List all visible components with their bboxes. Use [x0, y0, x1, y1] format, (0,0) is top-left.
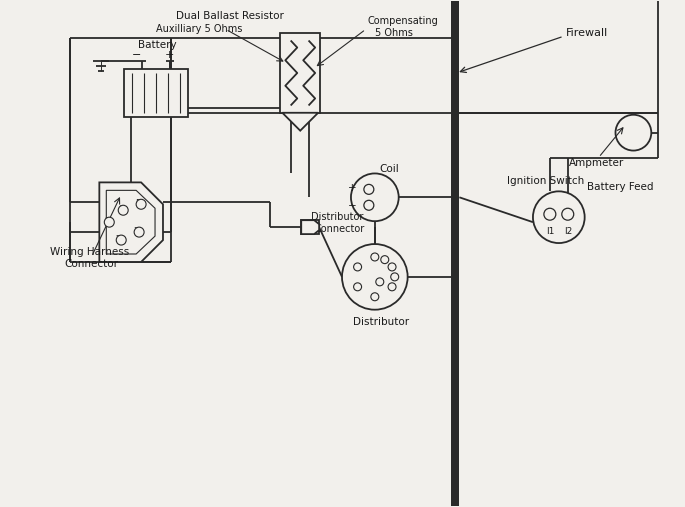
Text: Connector: Connector: [314, 224, 364, 234]
Text: Battery: Battery: [138, 40, 177, 50]
Text: 5 Ohms: 5 Ohms: [375, 28, 412, 38]
Text: Dual Ballast Resistor: Dual Ballast Resistor: [176, 11, 284, 21]
Circle shape: [381, 256, 389, 264]
Text: I1: I1: [546, 227, 554, 236]
Circle shape: [544, 208, 556, 220]
Text: +: +: [348, 184, 357, 193]
Text: Wiring Harness: Wiring Harness: [49, 247, 129, 257]
Circle shape: [376, 278, 384, 286]
Circle shape: [388, 283, 396, 291]
Circle shape: [134, 227, 144, 237]
Bar: [301, 220, 319, 234]
Circle shape: [364, 185, 374, 194]
Text: 5: 5: [136, 199, 140, 208]
Text: 3: 3: [134, 227, 138, 236]
Bar: [280, 33, 320, 113]
Text: +: +: [165, 50, 175, 60]
Text: Battery Feed: Battery Feed: [586, 183, 653, 192]
Text: 1: 1: [104, 216, 109, 226]
Circle shape: [371, 253, 379, 261]
Circle shape: [104, 217, 114, 227]
Text: Connector: Connector: [64, 259, 119, 269]
Text: Ignition Switch: Ignition Switch: [507, 176, 584, 187]
Text: Distributor: Distributor: [353, 317, 409, 327]
Circle shape: [388, 263, 396, 271]
Text: Auxilliary 5 Ohms: Auxilliary 5 Ohms: [156, 24, 242, 34]
Bar: [451, 2, 460, 505]
Text: 2: 2: [116, 235, 121, 243]
Circle shape: [342, 244, 408, 310]
Polygon shape: [301, 220, 319, 234]
Text: −: −: [348, 201, 357, 211]
Circle shape: [616, 115, 651, 151]
Bar: [124, 69, 188, 117]
Circle shape: [533, 191, 585, 243]
Circle shape: [116, 235, 126, 245]
Circle shape: [390, 273, 399, 281]
Text: 4: 4: [118, 205, 123, 214]
Circle shape: [364, 200, 374, 210]
Circle shape: [562, 208, 574, 220]
Text: Coil: Coil: [379, 164, 399, 174]
Circle shape: [119, 205, 128, 215]
Text: I2: I2: [564, 227, 572, 236]
Text: −: −: [132, 50, 141, 60]
Circle shape: [351, 173, 399, 221]
Text: Firewall: Firewall: [566, 28, 608, 38]
Text: Ampmeter: Ampmeter: [569, 158, 624, 167]
Text: Compensating: Compensating: [368, 16, 438, 26]
Circle shape: [136, 199, 146, 209]
Circle shape: [353, 283, 362, 291]
Circle shape: [353, 263, 362, 271]
Circle shape: [371, 293, 379, 301]
Polygon shape: [282, 113, 318, 131]
Text: Distributor: Distributor: [311, 212, 364, 222]
Polygon shape: [99, 183, 163, 262]
